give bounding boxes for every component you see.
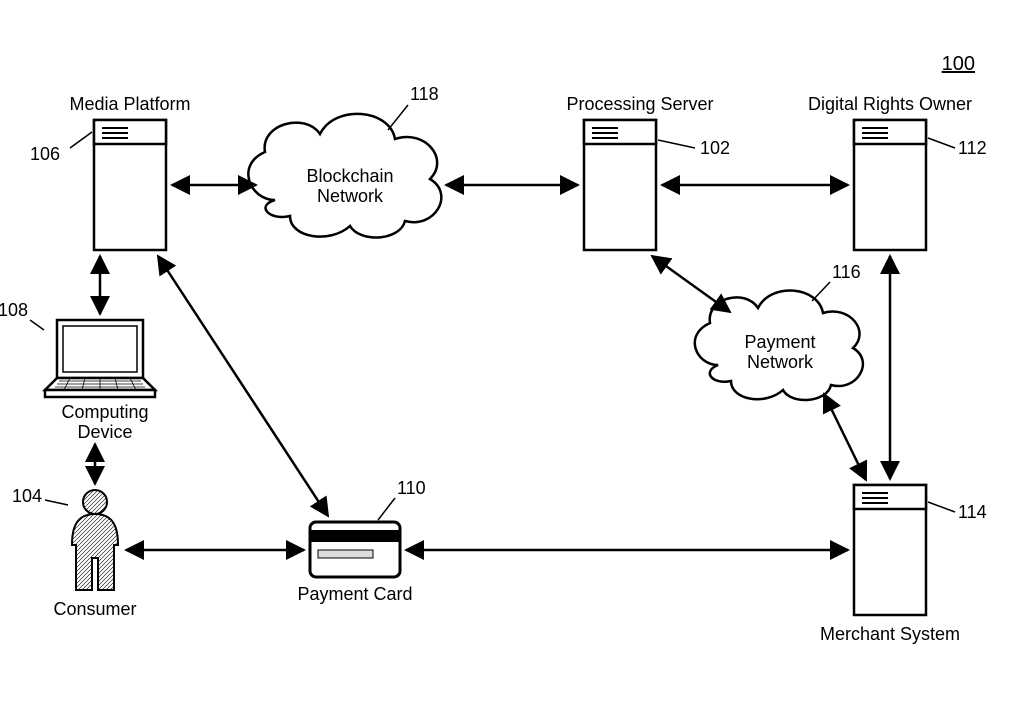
media-platform-label: Media Platform <box>69 94 190 114</box>
node-consumer: Consumer 104 <box>12 486 137 619</box>
patent-figure: 100 Media Platform 106 Processing Server… <box>0 0 1024 722</box>
payment-network-label-2: Network <box>747 352 814 372</box>
edge-paynet-merchant <box>824 394 866 480</box>
media-platform-ref: 106 <box>30 144 60 164</box>
processing-server-label: Processing Server <box>566 94 713 114</box>
digital-rights-label: Digital Rights Owner <box>808 94 972 114</box>
merchant-system-ref: 114 <box>958 502 987 522</box>
edge-processing-paynet <box>652 256 730 312</box>
figure-id: 100 <box>942 53 975 75</box>
node-processing-server: Processing Server 102 <box>566 94 730 250</box>
computing-device-label-2: Device <box>77 422 132 442</box>
digital-rights-ref: 112 <box>958 138 987 158</box>
node-computing-device: Computing Device 108 <box>0 300 155 442</box>
node-payment-network: Payment Network 116 <box>695 262 863 400</box>
edge-media-card <box>158 256 328 516</box>
blockchain-label-2: Network <box>317 186 384 206</box>
blockchain-ref: 118 <box>410 84 439 104</box>
payment-network-ref: 116 <box>832 262 861 282</box>
node-media-platform: Media Platform 106 <box>30 94 191 250</box>
node-merchant-system: Merchant System 114 <box>820 485 987 644</box>
payment-card-ref: 110 <box>397 478 426 498</box>
computing-device-ref: 108 <box>0 300 28 320</box>
node-blockchain-network: Blockchain Network 118 <box>248 84 441 237</box>
processing-server-ref: 102 <box>700 138 730 158</box>
consumer-ref: 104 <box>12 486 42 506</box>
computing-device-label-1: Computing <box>61 402 148 422</box>
consumer-label: Consumer <box>53 599 136 619</box>
payment-network-label-1: Payment <box>744 332 815 352</box>
merchant-system-label: Merchant System <box>820 624 960 644</box>
payment-card-label: Payment Card <box>297 584 412 604</box>
blockchain-label-1: Blockchain <box>306 166 393 186</box>
node-digital-rights: Digital Rights Owner 112 <box>808 94 987 250</box>
